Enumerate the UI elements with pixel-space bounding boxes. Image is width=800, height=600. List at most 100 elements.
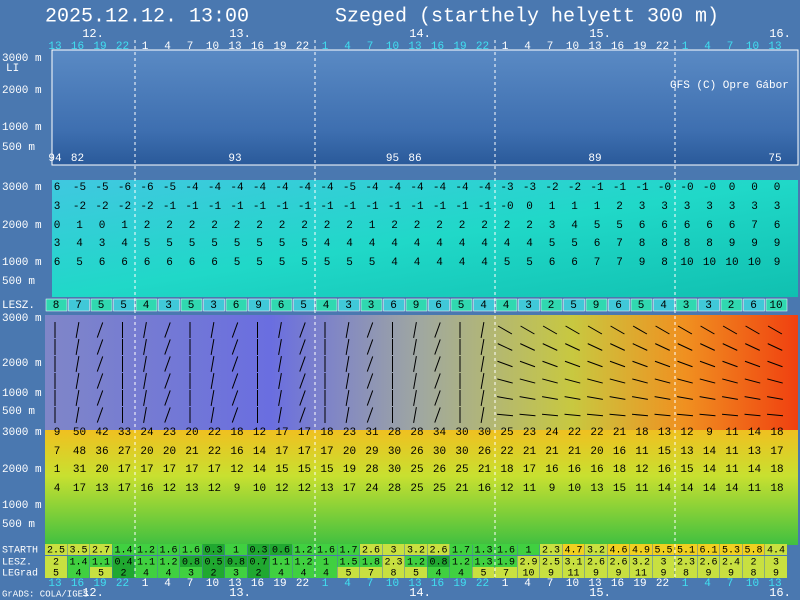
wind-arrow (564, 360, 581, 368)
li-value: 95 (386, 153, 399, 165)
speed-value: 12 (298, 483, 311, 495)
speed-value: 17 (185, 464, 198, 476)
speed-value: 24 (545, 427, 559, 439)
row-cell (382, 544, 405, 555)
temp-value: 6 (189, 257, 196, 269)
speed-value: 14 (253, 464, 267, 476)
temp-value: 5 (616, 220, 623, 232)
temp-value: -1 (433, 201, 447, 213)
speed-value: 17 (298, 427, 311, 439)
temp-value: -1 (478, 201, 492, 213)
wind-arrow (434, 407, 441, 423)
day-label: 14. (409, 27, 431, 41)
wind-arrow (699, 396, 716, 400)
row-value: 9 (548, 569, 554, 580)
row-value: 1.2 (137, 546, 155, 557)
wind-arrow (542, 378, 558, 384)
row-cell (562, 556, 585, 567)
speed-value: 30 (388, 446, 401, 458)
speed-value: 11 (523, 483, 537, 495)
temp-value: 3 (54, 238, 61, 250)
speed-value: 22 (590, 427, 603, 439)
row-value: 1.7 (339, 546, 357, 557)
hour-label: 4 (524, 578, 531, 590)
wind-arrow (745, 343, 760, 351)
temp-value: 5 (526, 257, 533, 269)
speed-value: 28 (365, 464, 378, 476)
speed-value: 20 (185, 427, 198, 439)
temp-value: 6 (54, 182, 61, 194)
row-value: 2 (255, 569, 261, 580)
temp-value: 8 (661, 257, 668, 269)
row-cell (585, 544, 607, 555)
row-cell (742, 544, 765, 555)
speed-value: 17 (770, 446, 783, 458)
speed-value: 18 (770, 483, 783, 495)
hour-label: 16 (431, 578, 444, 590)
speed-value: 14 (748, 464, 762, 476)
hour-label: 4 (164, 41, 171, 53)
temp-value: 5 (279, 257, 286, 269)
temp-value: 2 (211, 220, 218, 232)
wind-arrow (497, 360, 513, 368)
temp-value: 2 (414, 220, 421, 232)
row-cell (225, 556, 247, 567)
wind-arrow (480, 322, 485, 338)
temp-value: -1 (388, 201, 402, 213)
speed-value: 11 (635, 483, 649, 495)
temp-value: -2 (73, 201, 86, 213)
temp-value: 2 (256, 220, 263, 232)
speed-value: 11 (748, 483, 762, 495)
temp-value: -4 (208, 182, 222, 194)
row-value: 2.4 (722, 558, 740, 569)
temp-value: 4 (414, 257, 421, 269)
wind-arrow (610, 325, 625, 335)
temp-value: 4 (459, 238, 466, 250)
lesz-value: 4 (323, 300, 330, 312)
temp-value: 4 (414, 238, 421, 250)
wind-arrow (677, 396, 693, 400)
row-value: 5 (53, 569, 59, 580)
speed-value: 14 (748, 427, 762, 439)
speed-value: 12 (163, 483, 176, 495)
temp-value: 4 (346, 238, 353, 250)
row-value: 2.3 (677, 558, 695, 569)
speed-value: 21 (455, 483, 469, 495)
li-panel (51, 49, 799, 166)
temp-value: 9 (639, 257, 646, 269)
hour-label: 13 (228, 41, 241, 53)
row-cell (360, 567, 382, 578)
speed-value: 25 (410, 464, 423, 476)
speed-value: 17 (73, 483, 86, 495)
speed-value: 15 (680, 464, 693, 476)
altitude-label: 2000 m (2, 358, 42, 370)
altitude-label: 1000 m (2, 388, 42, 400)
temp-value: 5 (324, 257, 331, 269)
temp-value: 6 (54, 257, 61, 269)
lesz-cell (383, 298, 405, 312)
wind-arrow (231, 390, 239, 406)
hour-label: 7 (367, 41, 374, 53)
temp-value: -5 (73, 182, 86, 194)
hour-label: 1 (682, 41, 689, 53)
hour-label: 19 (633, 41, 646, 53)
temp-value: -1 (253, 201, 267, 213)
temp-value: 3 (661, 201, 668, 213)
temp-value: 9 (774, 257, 781, 269)
row-cell (67, 567, 90, 578)
wind-arrow (75, 390, 80, 406)
temp-value: 8 (706, 238, 713, 250)
wind-arrow (231, 407, 239, 423)
hour-label: 10 (566, 41, 579, 53)
lesz-cell (698, 298, 720, 312)
speed-value: 15 (298, 464, 311, 476)
hour-label: 16 (71, 578, 84, 590)
lesz-value: 4 (143, 300, 150, 312)
speed-value: 9 (549, 483, 556, 495)
wind-arrow (231, 356, 239, 372)
temp-value: 4 (436, 257, 443, 269)
speed-value: 17 (118, 483, 131, 495)
row-cell (180, 544, 202, 555)
lesz-value: 6 (233, 300, 240, 312)
speed-value: 13 (320, 483, 333, 495)
